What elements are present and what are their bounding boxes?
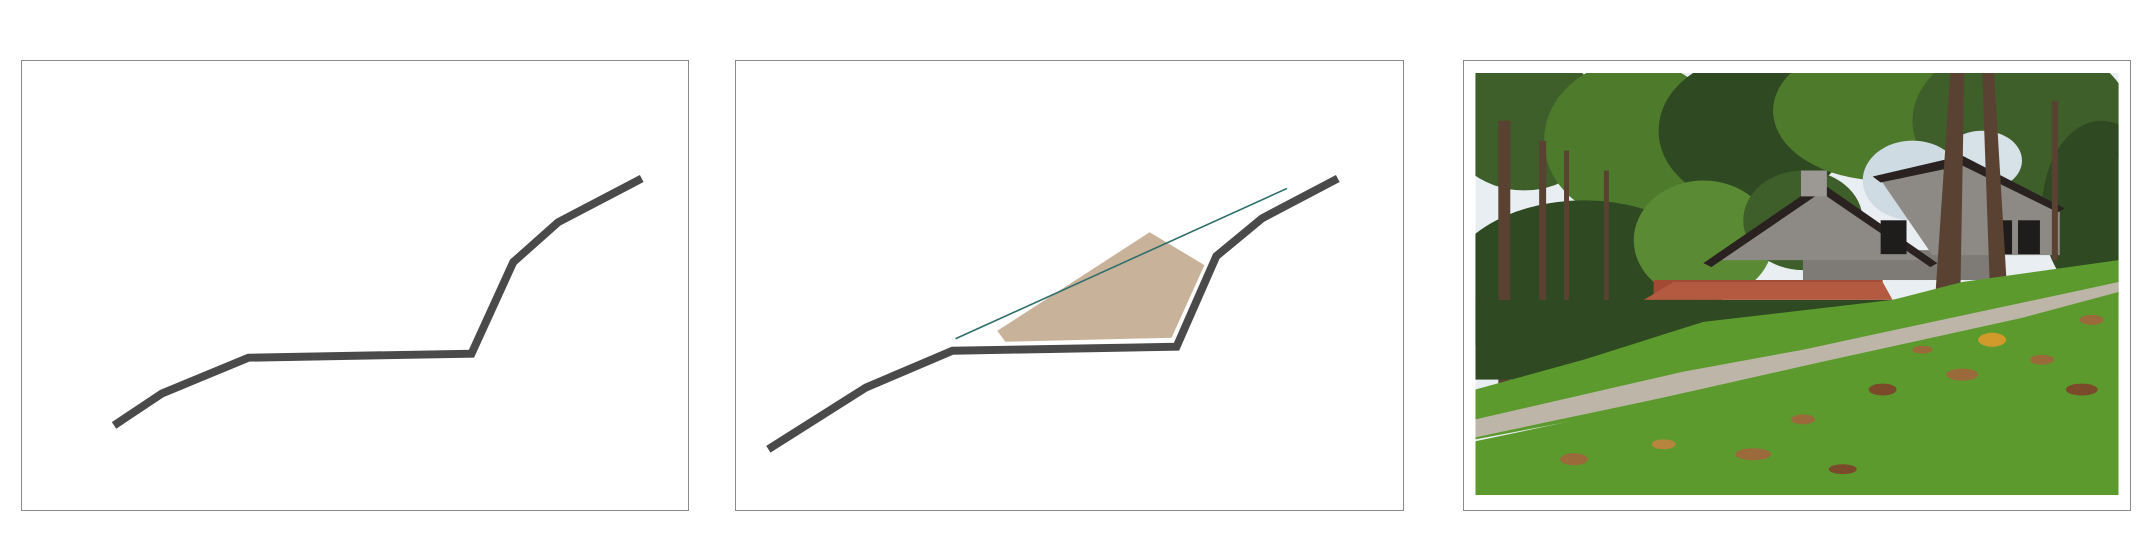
ground-profile-line	[111, 174, 644, 429]
fill-region	[997, 232, 1205, 342]
terrain-with-fill-panel	[735, 60, 1404, 511]
tree-trunks	[1498, 72, 2058, 430]
original-terrain-diagram	[111, 174, 644, 429]
path	[1475, 282, 2119, 438]
hillside-house-photo	[1475, 72, 2119, 496]
hillside-photo-panel	[1463, 60, 2131, 511]
foreground-lawn	[1475, 291, 2119, 496]
dry-leaves	[1560, 314, 2104, 475]
slope-line	[955, 187, 1288, 340]
original-terrain-panel	[21, 60, 689, 511]
ground-profile-line	[766, 174, 1340, 453]
terrain-with-fill-diagram	[766, 174, 1340, 453]
